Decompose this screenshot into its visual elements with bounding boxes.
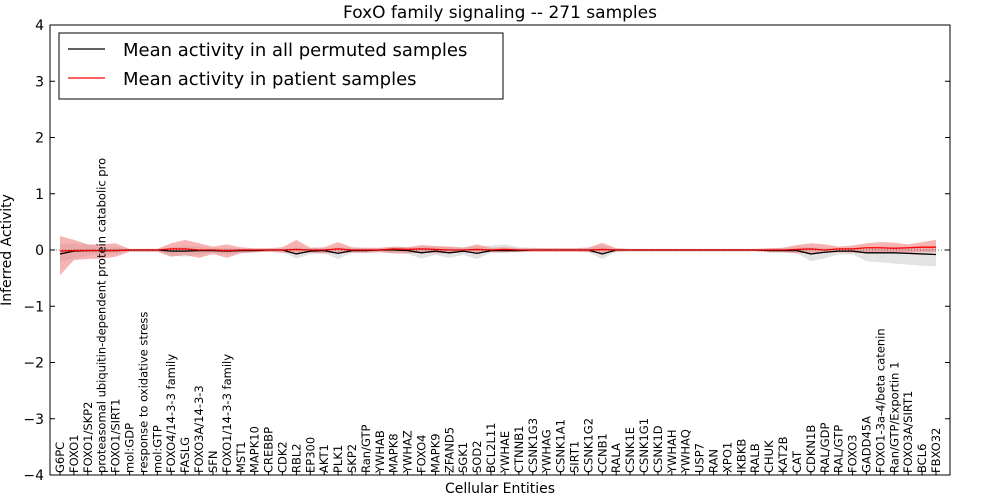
x-tick-label: GADD45A [859, 416, 873, 473]
x-tick-label: FOXO1/14-3-3 family [220, 354, 234, 473]
x-tick-label: RAN [707, 449, 721, 473]
x-tick-label: MAPK9 [428, 433, 442, 473]
x-tick-label: CSNK1A1 [554, 419, 568, 473]
x-tick-label: CSNK1G2 [581, 418, 595, 473]
x-tick-label: SKP2 [345, 444, 359, 473]
x-tick-label: YWHAG [540, 429, 554, 474]
x-tick-label: FOXO1 [67, 435, 81, 473]
y-tick-label: 2 [35, 131, 44, 147]
x-tick-label: MST1 [234, 441, 248, 473]
x-tick-label: CSNK1E [623, 427, 637, 473]
x-tick-label: mol:GDP [123, 423, 137, 473]
x-tick-label: RAL/GDP [818, 423, 832, 473]
y-tick-label: −1 [23, 299, 44, 315]
x-tick-label: BCL2L11 [484, 423, 498, 473]
x-tick-label: response to oxidative stress [136, 312, 150, 473]
x-tick-label: IKBKB [734, 439, 748, 473]
x-tick-label: FOXO3 [846, 435, 860, 473]
x-tick-label: XPO1 [720, 442, 734, 473]
x-tick-label: CHUK [762, 440, 776, 473]
x-tick-label: FOXO1/SKP2 [81, 402, 95, 473]
y-tick-label: 4 [35, 18, 44, 34]
x-axis: G6PC FOXO1 FOXO1/SKP2 proteasomal ubiquitin… [53, 158, 943, 475]
x-tick-label: CSNK1D [651, 425, 665, 473]
x-tick-label: FOXO3A/SIRT1 [901, 391, 915, 473]
x-tick-label: FOXO4 [415, 435, 429, 473]
x-tick-label: SFN [206, 450, 220, 473]
x-tick-label: FOXO1-3a-4/beta catenin [873, 328, 887, 473]
y-tick-label: −2 [23, 356, 44, 372]
x-tick-label: YWHAZ [401, 430, 415, 474]
x-tick-label: RAL/GTP [832, 425, 846, 473]
x-tick-label: Ran/GTP/Exportin 1 [887, 362, 901, 473]
x-tick-label: BCL6 [915, 444, 929, 473]
y-tick-label: −4 [23, 468, 44, 484]
x-tick-label: MAPK8 [387, 433, 401, 473]
y-axis-label: Inferred Activity [0, 194, 15, 306]
x-tick-label: KAT2B [776, 436, 790, 473]
x-tick-label: mol:GTP [150, 425, 164, 473]
x-tick-label: G6PC [53, 442, 67, 473]
x-tick-label: SGK1 [456, 442, 470, 473]
x-tick-label: Ran/GTP [359, 425, 373, 473]
y-tick-label: 3 [35, 74, 44, 90]
x-tick-label: CSNK1G3 [526, 418, 540, 473]
x-tick-label: YWHAB [373, 430, 387, 474]
x-tick-label: CCNB1 [595, 433, 609, 473]
x-axis-label: Cellular Entities [445, 481, 555, 497]
x-tick-label: YWHAE [498, 431, 512, 474]
y-tick-label: 0 [35, 243, 44, 259]
series-lines [50, 246, 950, 256]
y-axis: −4 −3 −2 −1 0 1 2 3 4 [23, 18, 950, 484]
x-tick-label: YWHAQ [679, 429, 693, 474]
chart-title: FoxO family signaling -- 271 samples [343, 3, 657, 23]
legend-label-permuted: Mean activity in all permuted samples [123, 40, 467, 61]
x-tick-label: RALB [748, 443, 762, 473]
x-tick-label: FOXO3A/14-3-3 [192, 385, 206, 473]
x-tick-label: CDK2 [275, 441, 289, 473]
x-tick-label: USP7 [693, 443, 707, 473]
x-tick-label: CDKN1B [804, 425, 818, 473]
y-tick-label: 1 [35, 187, 44, 203]
legend-label-patient: Mean activity in patient samples [123, 69, 417, 90]
x-tick-label: FOXO4/14-3-3 family [164, 354, 178, 473]
x-tick-label: FBXO32 [929, 428, 943, 473]
legend-box [58, 32, 504, 100]
x-tick-label: RBL2 [289, 443, 303, 473]
x-tick-label: PLK1 [331, 445, 345, 473]
x-tick-label: proteasomal ubiquitin-dependent protein … [95, 158, 109, 473]
x-tick-label: SIRT1 [567, 441, 581, 473]
x-tick-label: CREBBP [262, 427, 276, 473]
x-tick-label: FASLG [178, 437, 192, 473]
y-tick-label: −3 [23, 412, 44, 428]
x-tick-label: RALA [609, 443, 623, 473]
x-tick-label: SOD2 [470, 440, 484, 473]
x-tick-label: FOXO1/SIRT1 [109, 398, 123, 473]
x-tick-label: AKT1 [317, 444, 331, 473]
x-tick-label: YWHAH [665, 429, 679, 474]
x-tick-label: ZFAND5 [442, 427, 456, 473]
x-tick-label: EP300 [303, 437, 317, 473]
x-tick-label: CTNNB1 [512, 426, 526, 473]
x-tick-label: CSNK1G1 [637, 418, 651, 473]
x-tick-label: CAT [790, 450, 804, 473]
confidence-bands [60, 235, 936, 276]
legend: Mean activity in all permuted samples Me… [58, 32, 504, 100]
x-tick-label: MAPK10 [248, 426, 262, 473]
